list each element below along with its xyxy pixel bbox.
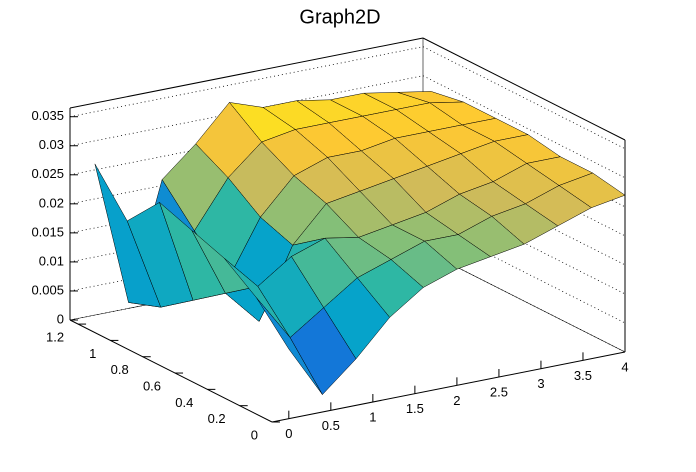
box-edge: [69, 37, 424, 109]
z-tick-label: 0.02: [39, 195, 64, 210]
x-tick-label: 1: [369, 409, 376, 424]
y-tick-label: 0.6: [143, 378, 161, 393]
box-edge: [69, 319, 273, 423]
grid-line: [422, 75, 626, 179]
x-tick-label: 2: [453, 393, 460, 408]
y-tick-label: 1.2: [46, 330, 64, 345]
grid-line: [422, 249, 626, 353]
grid-line: [422, 191, 626, 295]
z-tick-label: 0.025: [31, 166, 64, 181]
x-tick-label: 0.5: [322, 418, 340, 433]
grid-line: [422, 46, 626, 150]
y-tick-label: 0.2: [208, 411, 226, 426]
x-tick-label: 4: [621, 359, 628, 374]
x-tick-label: 2.5: [490, 384, 508, 399]
z-tick-label: 0.035: [31, 108, 64, 123]
z-tick-label: 0.015: [31, 224, 64, 239]
surface-cell: [256, 297, 323, 395]
chart-title: Graph2D: [299, 6, 380, 28]
box-edge: [422, 37, 626, 141]
y-tick-label: 0.4: [175, 395, 193, 410]
grid-line: [422, 220, 626, 324]
z-tick-label: 0: [57, 311, 64, 326]
x-tick-label: 3.5: [574, 368, 592, 383]
x-tick-label: 0: [285, 426, 292, 441]
z-tick-label: 0.005: [31, 282, 64, 297]
x-tick-label: 1.5: [406, 401, 424, 416]
y-tick-label: 0.8: [111, 362, 129, 377]
z-tick-label: 0.01: [39, 253, 64, 268]
grid-line: [422, 162, 626, 266]
z-tick-label: 0.03: [39, 137, 64, 152]
grid-line: [422, 133, 626, 237]
x-tick-label: 3: [537, 376, 544, 391]
y-tick-label: 0: [251, 427, 258, 442]
y-tick-label: 1: [89, 346, 96, 361]
